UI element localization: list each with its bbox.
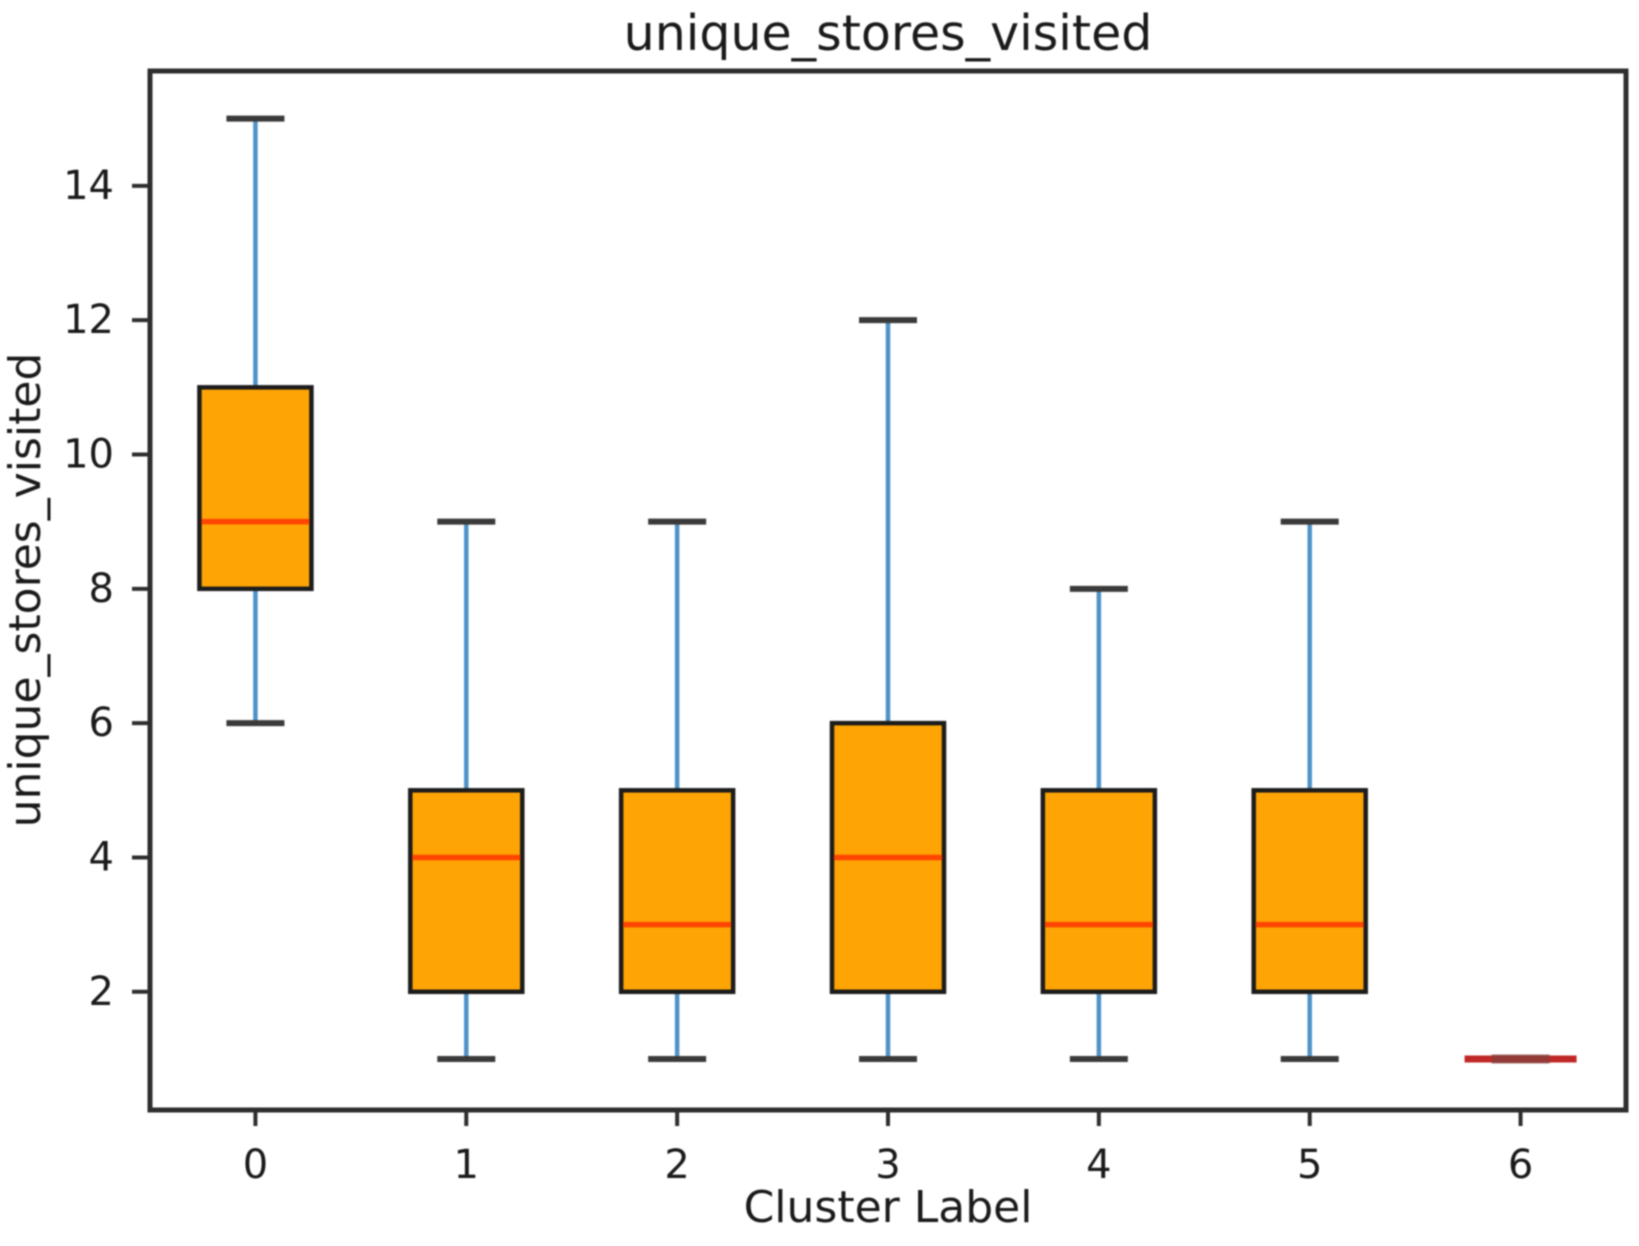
box-rect: [197, 385, 314, 592]
y-tick-label-6: 6: [89, 700, 114, 746]
box-group-cluster-1: [408, 518, 525, 1062]
y-tick-label-10: 10: [63, 431, 114, 477]
box-group-cluster-3: [829, 317, 947, 1062]
box-rect: [1040, 788, 1158, 995]
box-rect: [618, 788, 736, 995]
box-group-cluster-2: [618, 518, 736, 1062]
box-group-cluster-4: [1040, 585, 1158, 1062]
x-tick-label-3: 3: [875, 1142, 900, 1188]
x-tick-label-4: 4: [1086, 1142, 1111, 1188]
x-tick-label-2: 2: [664, 1142, 689, 1188]
y-tick-label-14: 14: [63, 163, 114, 209]
y-axis-label: unique_stores_visited: [0, 353, 51, 828]
x-tick-label-0: 0: [243, 1142, 268, 1188]
box-group-cluster-0: [197, 115, 314, 727]
x-tick-label-1: 1: [454, 1142, 479, 1188]
x-tick-label-5: 5: [1297, 1142, 1322, 1188]
y-tick-label-8: 8: [89, 566, 114, 612]
box-group-cluster-5: [1251, 518, 1368, 1062]
y-tick-label-12: 12: [63, 297, 114, 343]
chart-title: unique_stores_visited: [624, 5, 1153, 62]
x-tick-label-6: 6: [1508, 1142, 1533, 1188]
y-tick-label-2: 2: [89, 969, 114, 1015]
box-rect: [1251, 788, 1368, 995]
y-tick-label-4: 4: [89, 834, 114, 880]
boxes-layer: [197, 115, 1577, 1064]
x-axis-label: Cluster Label: [744, 1182, 1033, 1233]
box-rect: [408, 788, 525, 995]
